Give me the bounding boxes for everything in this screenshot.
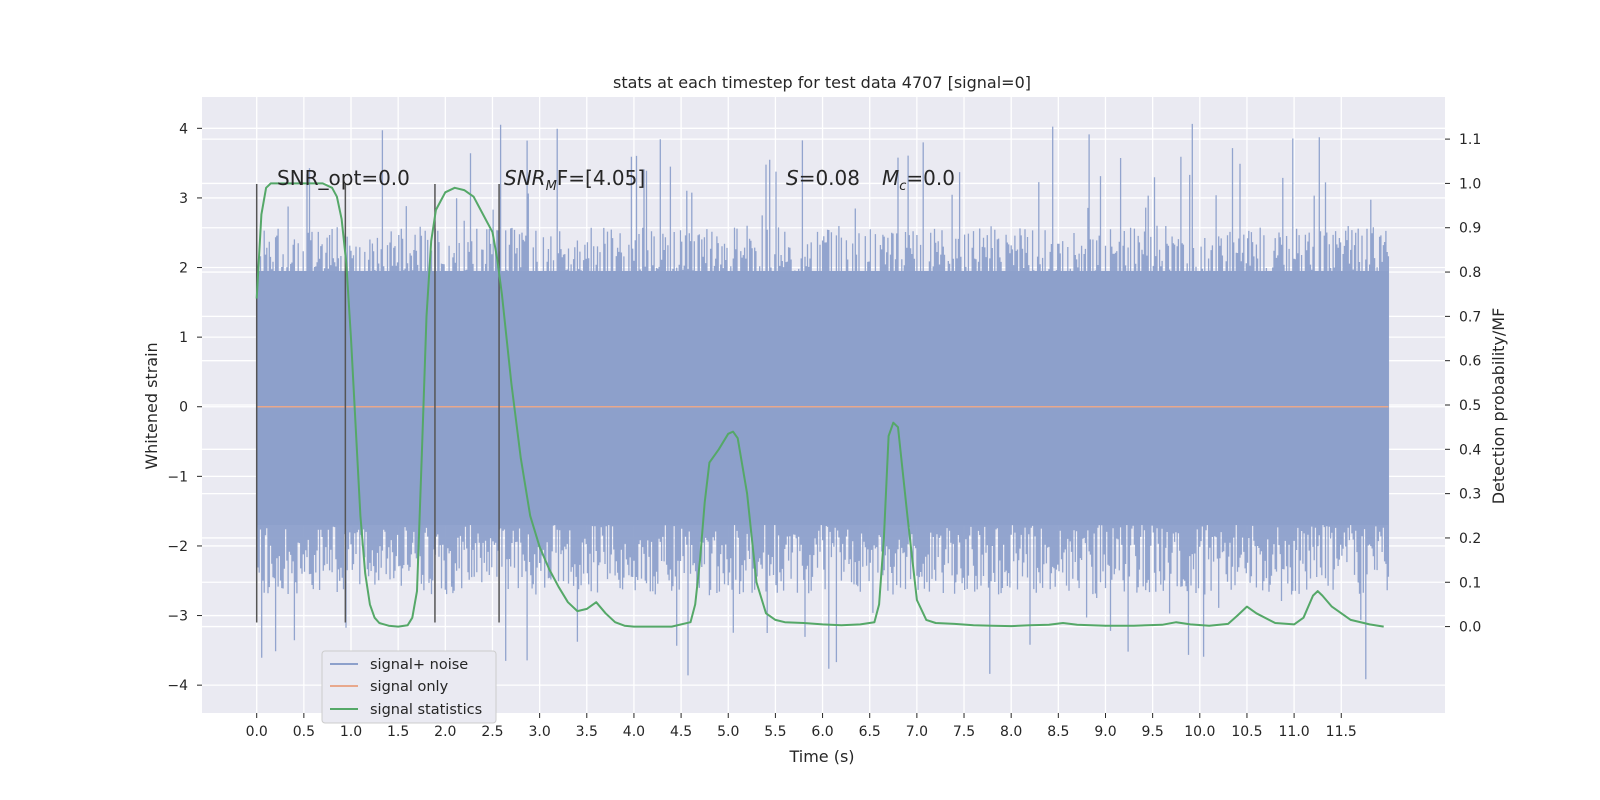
mc-main: M [882,166,899,190]
mc-subscript: c [899,179,906,194]
x-tick-label: 0.5 [293,724,315,740]
x-tick-label: 6.0 [811,724,833,740]
right-y-tick-label: 0.7 [1459,309,1481,325]
x-tick-label: 2.0 [434,724,456,740]
x-tick-label: 0.0 [246,724,268,740]
x-tick-label: 9.5 [1142,724,1164,740]
x-tick-label: 3.5 [576,724,598,740]
x-tick-label: 5.0 [717,724,739,740]
left-y-tick-label: 0 [179,400,188,416]
x-tick-label: 10.5 [1231,724,1262,740]
signal-statistics-line [255,182,1384,628]
right-y-tick-label: 0.6 [1459,354,1481,370]
right-y-tick-label: 0.4 [1459,442,1481,458]
signal-statistics-series [255,182,1384,628]
left-y-axis-ticks: 4 3 2 1 0 −1 −2 −3 −4 [167,121,202,694]
x-tick-label: 7.5 [953,724,975,740]
right-y-tick-label: 0.9 [1459,221,1481,237]
left-y-tick-label: −1 [167,469,188,485]
left-y-tick-label: 1 [179,330,188,346]
right-y-axis-label: Detection probability/MF [1489,308,1508,505]
right-y-tick-label: 0.3 [1459,487,1481,503]
snr-mf-subscript: M [546,179,557,194]
x-tick-label: 8.0 [1000,724,1022,740]
x-tick-label: 1.0 [340,724,362,740]
x-tick-label: 7.0 [906,724,928,740]
legend-box [321,650,497,724]
annotations: SNR_opt=0.0 SNRMF=[4.05] S=0.08 Mc=0.0 [277,166,955,194]
s-main: S [786,166,799,190]
signal-noise-core [256,271,1389,526]
chart-title: stats at each timestep for test data 470… [613,73,1031,92]
x-tick-label: 11.5 [1326,724,1357,740]
snr-opt-annotation: SNR_opt=0.0 [277,166,410,190]
x-tick-label: 10.0 [1184,724,1215,740]
x-axis-label: Time (s) [788,747,854,766]
left-y-tick-label: −4 [167,678,188,694]
x-tick-label: 3.0 [528,724,550,740]
x-axis-ticks: 0.0 0.5 1.0 1.5 2.0 2.5 3.0 3.5 4.0 4.5 5.0 5.5 6.0 6… [246,713,1357,740]
right-y-tick-label: 0.8 [1459,265,1481,281]
legend: signal+ noise signal only signal statist… [321,650,497,724]
left-y-tick-label: 2 [179,261,188,277]
x-tick-label: 4.5 [670,724,692,740]
snr-mf-annotation: SNRMF=[4.05] [504,166,645,194]
legend-label-signal-statistics: signal statistics [370,702,482,718]
left-y-tick-label: 4 [179,121,188,137]
right-y-tick-label: 0.0 [1459,620,1481,636]
left-y-tick-label: −2 [167,539,188,555]
x-tick-label: 4.0 [623,724,645,740]
x-tick-label: 11.0 [1279,724,1310,740]
right-y-axis-ticks: 1.1 1.0 0.9 0.8 0.7 0.6 0.5 0.4 0.3 0.2 0.1 0.0 [1445,132,1481,636]
s-value: =0.08 [799,166,860,190]
left-y-tick-label: −3 [167,609,188,625]
x-tick-label: 8.5 [1047,724,1069,740]
x-tick-label: 5.5 [764,724,786,740]
legend-label-signal-noise: signal+ noise [370,657,468,673]
left-y-tick-label: 3 [179,191,188,207]
right-y-tick-label: 1.0 [1459,176,1481,192]
right-y-tick-label: 0.1 [1459,575,1481,591]
right-y-tick-label: 0.2 [1459,531,1481,547]
x-tick-label: 2.5 [481,724,503,740]
snr-mf-main: SNR [504,166,546,190]
snr-mf-value: F=[4.05] [557,166,645,190]
right-y-tick-label: 1.1 [1459,132,1481,148]
legend-label-signal-only: signal only [370,679,449,695]
x-tick-label: 1.5 [387,724,409,740]
left-y-axis-label: Whitened strain [142,342,161,469]
s-annotation: S=0.08 [786,166,860,190]
mc-value: =0.0 [906,166,955,190]
signal-noise-fill [256,271,1389,526]
right-y-tick-label: 0.5 [1459,398,1481,414]
mc-annotation: Mc=0.0 [882,166,955,194]
x-tick-label: 9.0 [1094,724,1116,740]
x-tick-label: 6.5 [859,724,881,740]
